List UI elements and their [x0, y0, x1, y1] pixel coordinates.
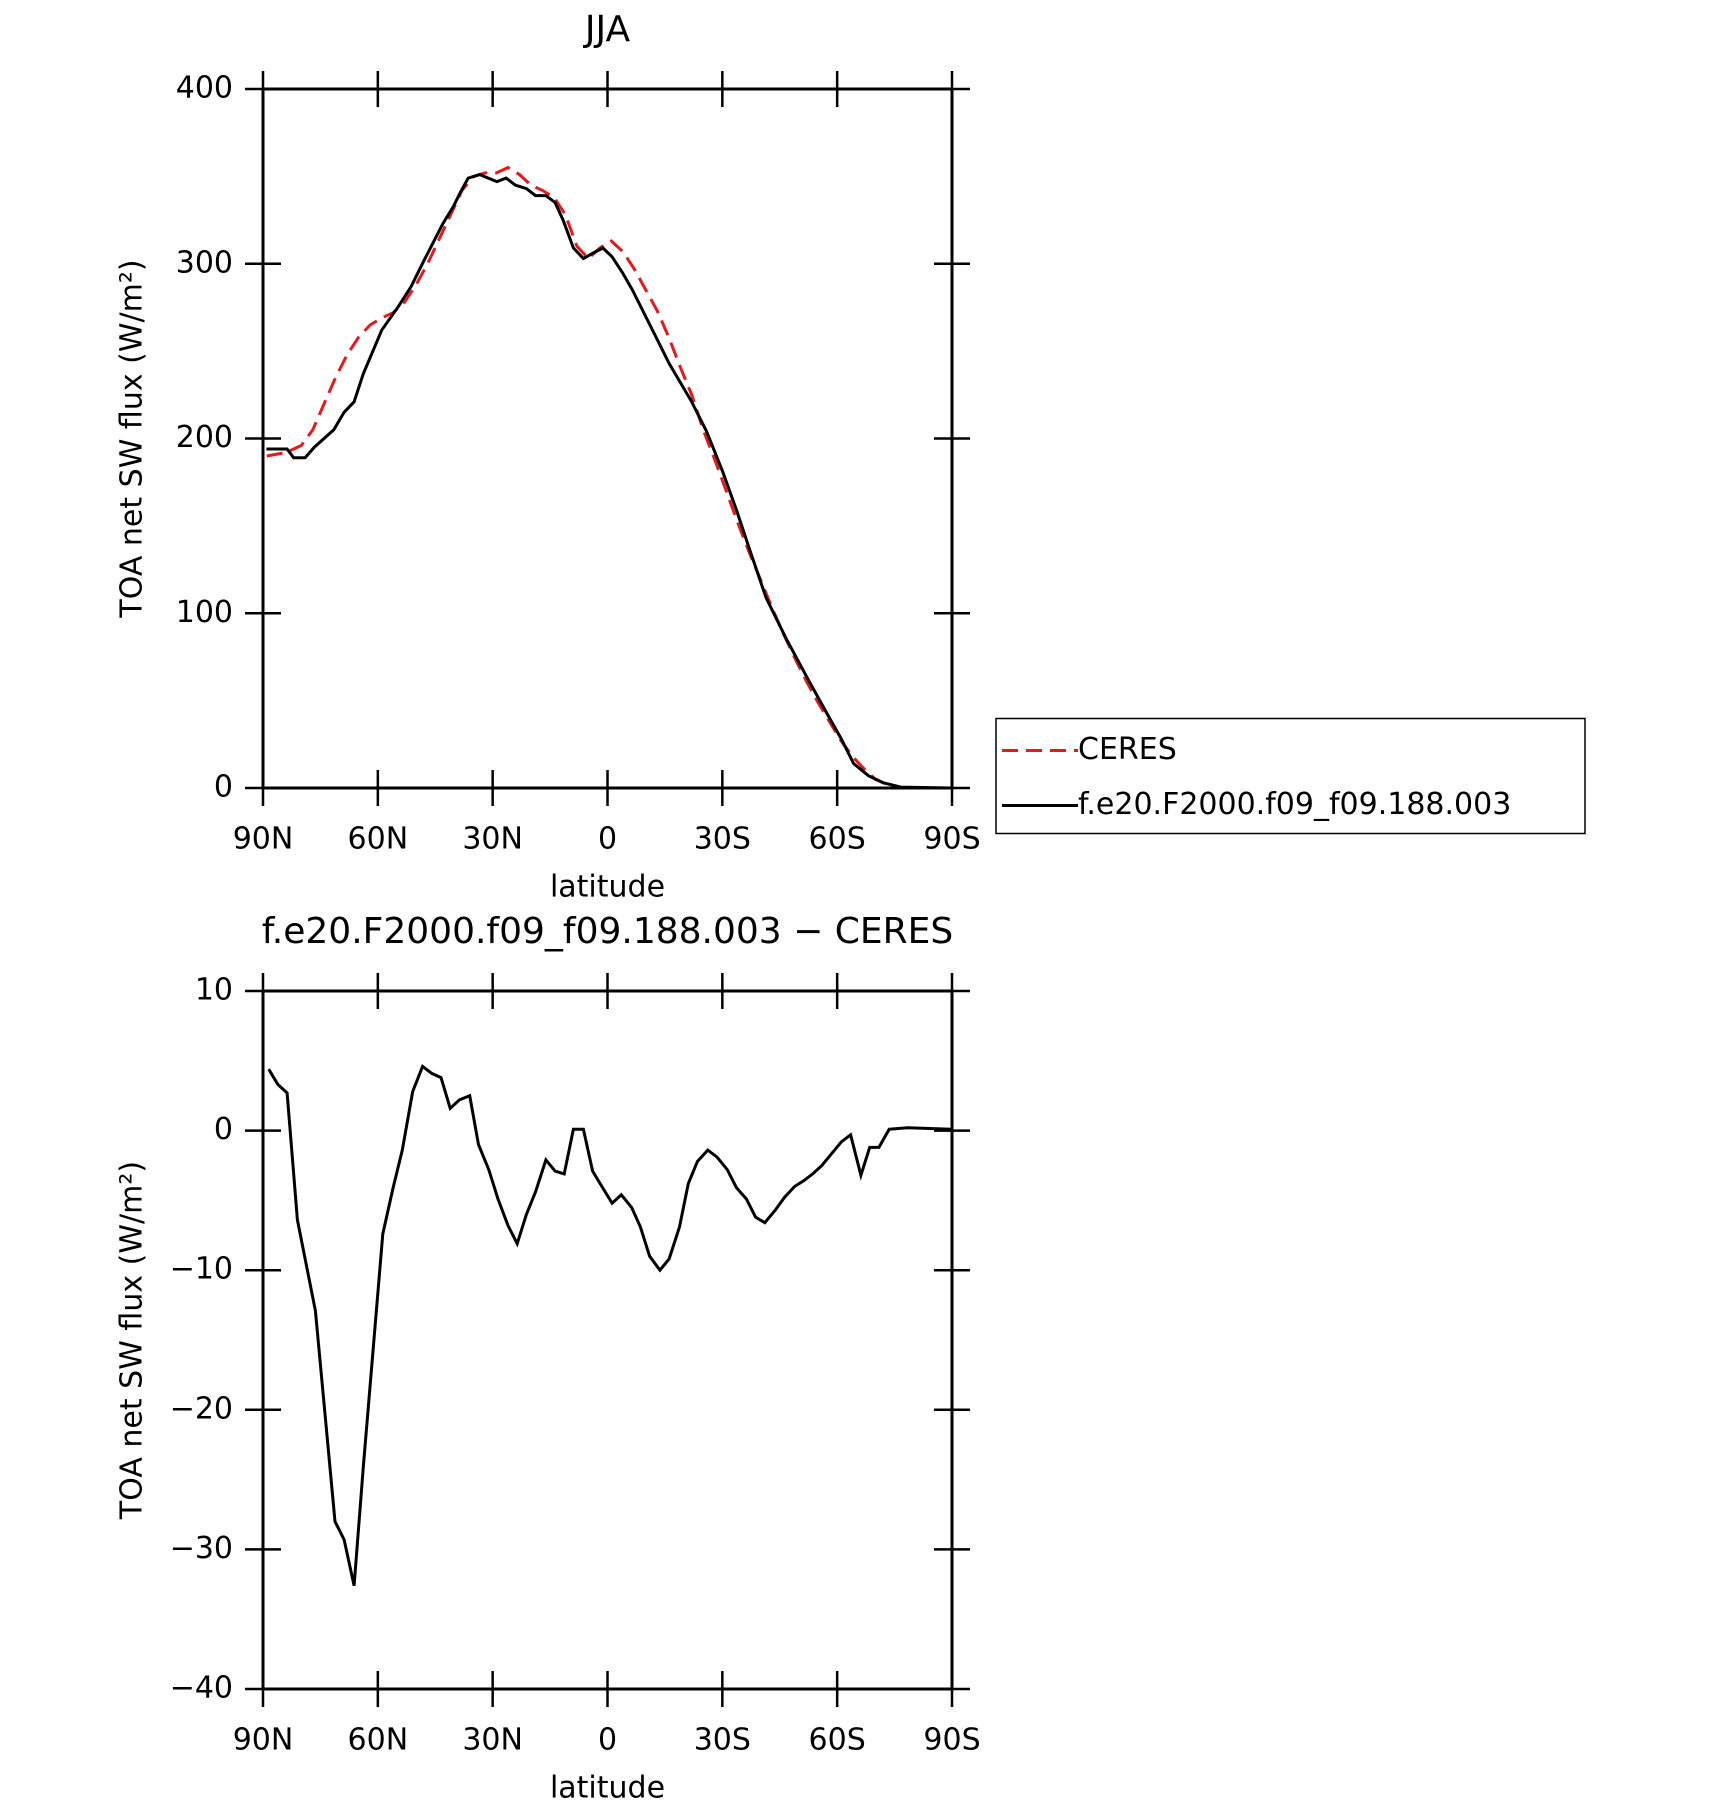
- data-line: [266, 173, 953, 790]
- x-tick-label: 90S: [923, 1723, 980, 1758]
- x-tick-label: 60N: [348, 1723, 409, 1758]
- legend-box: [995, 717, 1586, 835]
- y-tick-label: −40: [170, 1671, 233, 1706]
- x-tick-label: 60N: [348, 822, 409, 857]
- y-axis-label: TOA net SW flux (W/m²): [115, 259, 150, 618]
- x-tick-label: 90S: [923, 822, 980, 857]
- plot-frame: [261, 87, 954, 790]
- x-tick-label: 30N: [462, 1723, 523, 1758]
- x-tick-label: 0: [598, 1723, 617, 1758]
- y-tick-label: 0: [214, 1112, 233, 1147]
- y-tick-label: −20: [170, 1391, 233, 1426]
- y-axis-label: TOA net SW flux (W/m²): [115, 1161, 150, 1520]
- legend-label: CERES: [1078, 732, 1177, 767]
- x-axis-label: latitude: [550, 870, 665, 905]
- data-line: [267, 1064, 953, 1587]
- data-line: [266, 165, 952, 790]
- y-tick-label: −30: [170, 1531, 233, 1566]
- x-tick-label: 60S: [809, 1723, 866, 1758]
- y-tick-label: 200: [176, 420, 233, 455]
- x-tick-label: 60S: [809, 822, 866, 857]
- plot-frame: [261, 989, 954, 1691]
- legend-label: f.e20.F2000.f09_f09.188.003: [1078, 787, 1511, 822]
- x-axis-label: latitude: [550, 1771, 665, 1805]
- chart-title: f.e20.F2000.f09_f09.188.003 − CERES: [262, 911, 954, 952]
- y-tick-label: 300: [176, 245, 233, 280]
- x-tick-label: 30S: [694, 1723, 751, 1758]
- chart-title: JJA: [583, 9, 631, 50]
- x-tick-label: 90N: [233, 1723, 294, 1758]
- y-tick-label: −10: [170, 1252, 233, 1287]
- x-tick-label: 90N: [233, 822, 294, 857]
- y-tick-label: 10: [195, 973, 233, 1008]
- x-tick-label: 0: [598, 822, 617, 857]
- x-tick-label: 30S: [694, 822, 751, 857]
- x-tick-label: 30N: [462, 822, 523, 857]
- y-tick-label: 0: [214, 770, 233, 805]
- y-tick-label: 100: [176, 595, 233, 630]
- y-tick-label: 400: [176, 71, 233, 106]
